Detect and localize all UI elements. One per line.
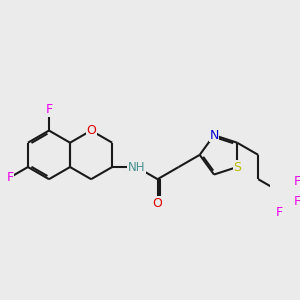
- Text: F: F: [294, 175, 300, 188]
- Text: O: O: [86, 124, 96, 137]
- Text: F: F: [7, 171, 14, 184]
- Text: F: F: [276, 206, 283, 218]
- Text: N: N: [209, 129, 219, 142]
- Text: F: F: [294, 195, 300, 208]
- Text: F: F: [45, 103, 52, 116]
- Text: O: O: [153, 197, 163, 210]
- Text: NH: NH: [128, 160, 145, 173]
- Text: S: S: [233, 160, 241, 173]
